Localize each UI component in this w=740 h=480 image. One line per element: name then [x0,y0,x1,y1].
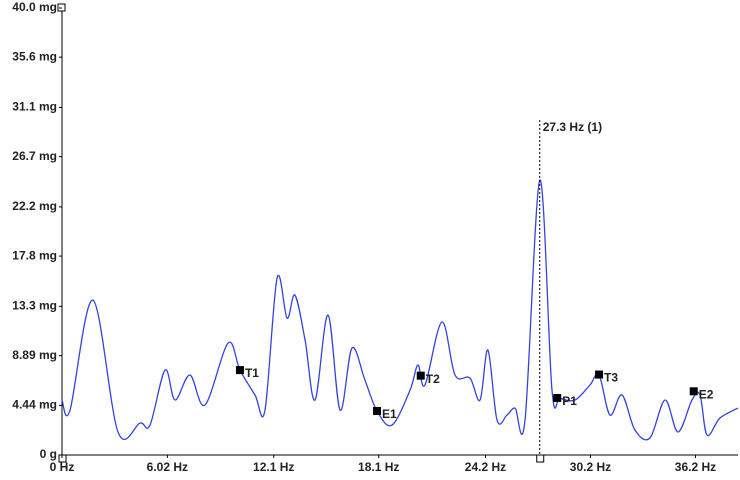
x-tick-label: 18.1 Hz [358,460,399,474]
y-tick-label: 13.3 mg [12,299,57,313]
y-tick-label: 4.44 mg [12,398,57,412]
y-tick-label: 8.89 mg [12,348,57,362]
marker-label: E2 [699,387,714,401]
peak-marker[interactable] [372,406,381,415]
y-tick-label: 35.6 mg [12,49,57,63]
marker-label: T3 [604,371,618,385]
cursor-label: 27.3 Hz (1) [543,120,602,134]
spectrum-line [61,179,739,441]
marker-label: E1 [382,407,397,421]
cursor-handle[interactable] [536,454,545,463]
y-tick-label: 26.7 mg [12,149,57,163]
x-tick-label: 24.2 Hz [465,460,506,474]
y-tick-label: 31.1 mg [12,100,57,114]
x-tick-label: 0 Hz [50,460,75,474]
marker-label: T2 [426,372,440,386]
x-tick-label: 30.2 Hz [570,460,611,474]
x-tick-label: 12.1 Hz [253,460,294,474]
y-tick-label: 0 g [40,447,57,461]
peak-marker[interactable] [416,371,425,380]
peak-marker[interactable] [235,366,244,375]
marker-label: T1 [245,366,259,380]
y-tick-label: 17.8 mg [12,248,57,262]
y-tick-label: 22.2 mg [12,199,57,213]
peak-marker[interactable] [553,394,562,403]
x-tick-label: 6.02 Hz [147,460,188,474]
peak-marker[interactable] [595,370,604,379]
x-tick-label: 36.2 Hz [675,460,716,474]
y-tick-label: 40.0 mg [12,0,57,14]
peak-marker[interactable] [689,387,698,396]
marker-label: P1 [562,394,577,408]
